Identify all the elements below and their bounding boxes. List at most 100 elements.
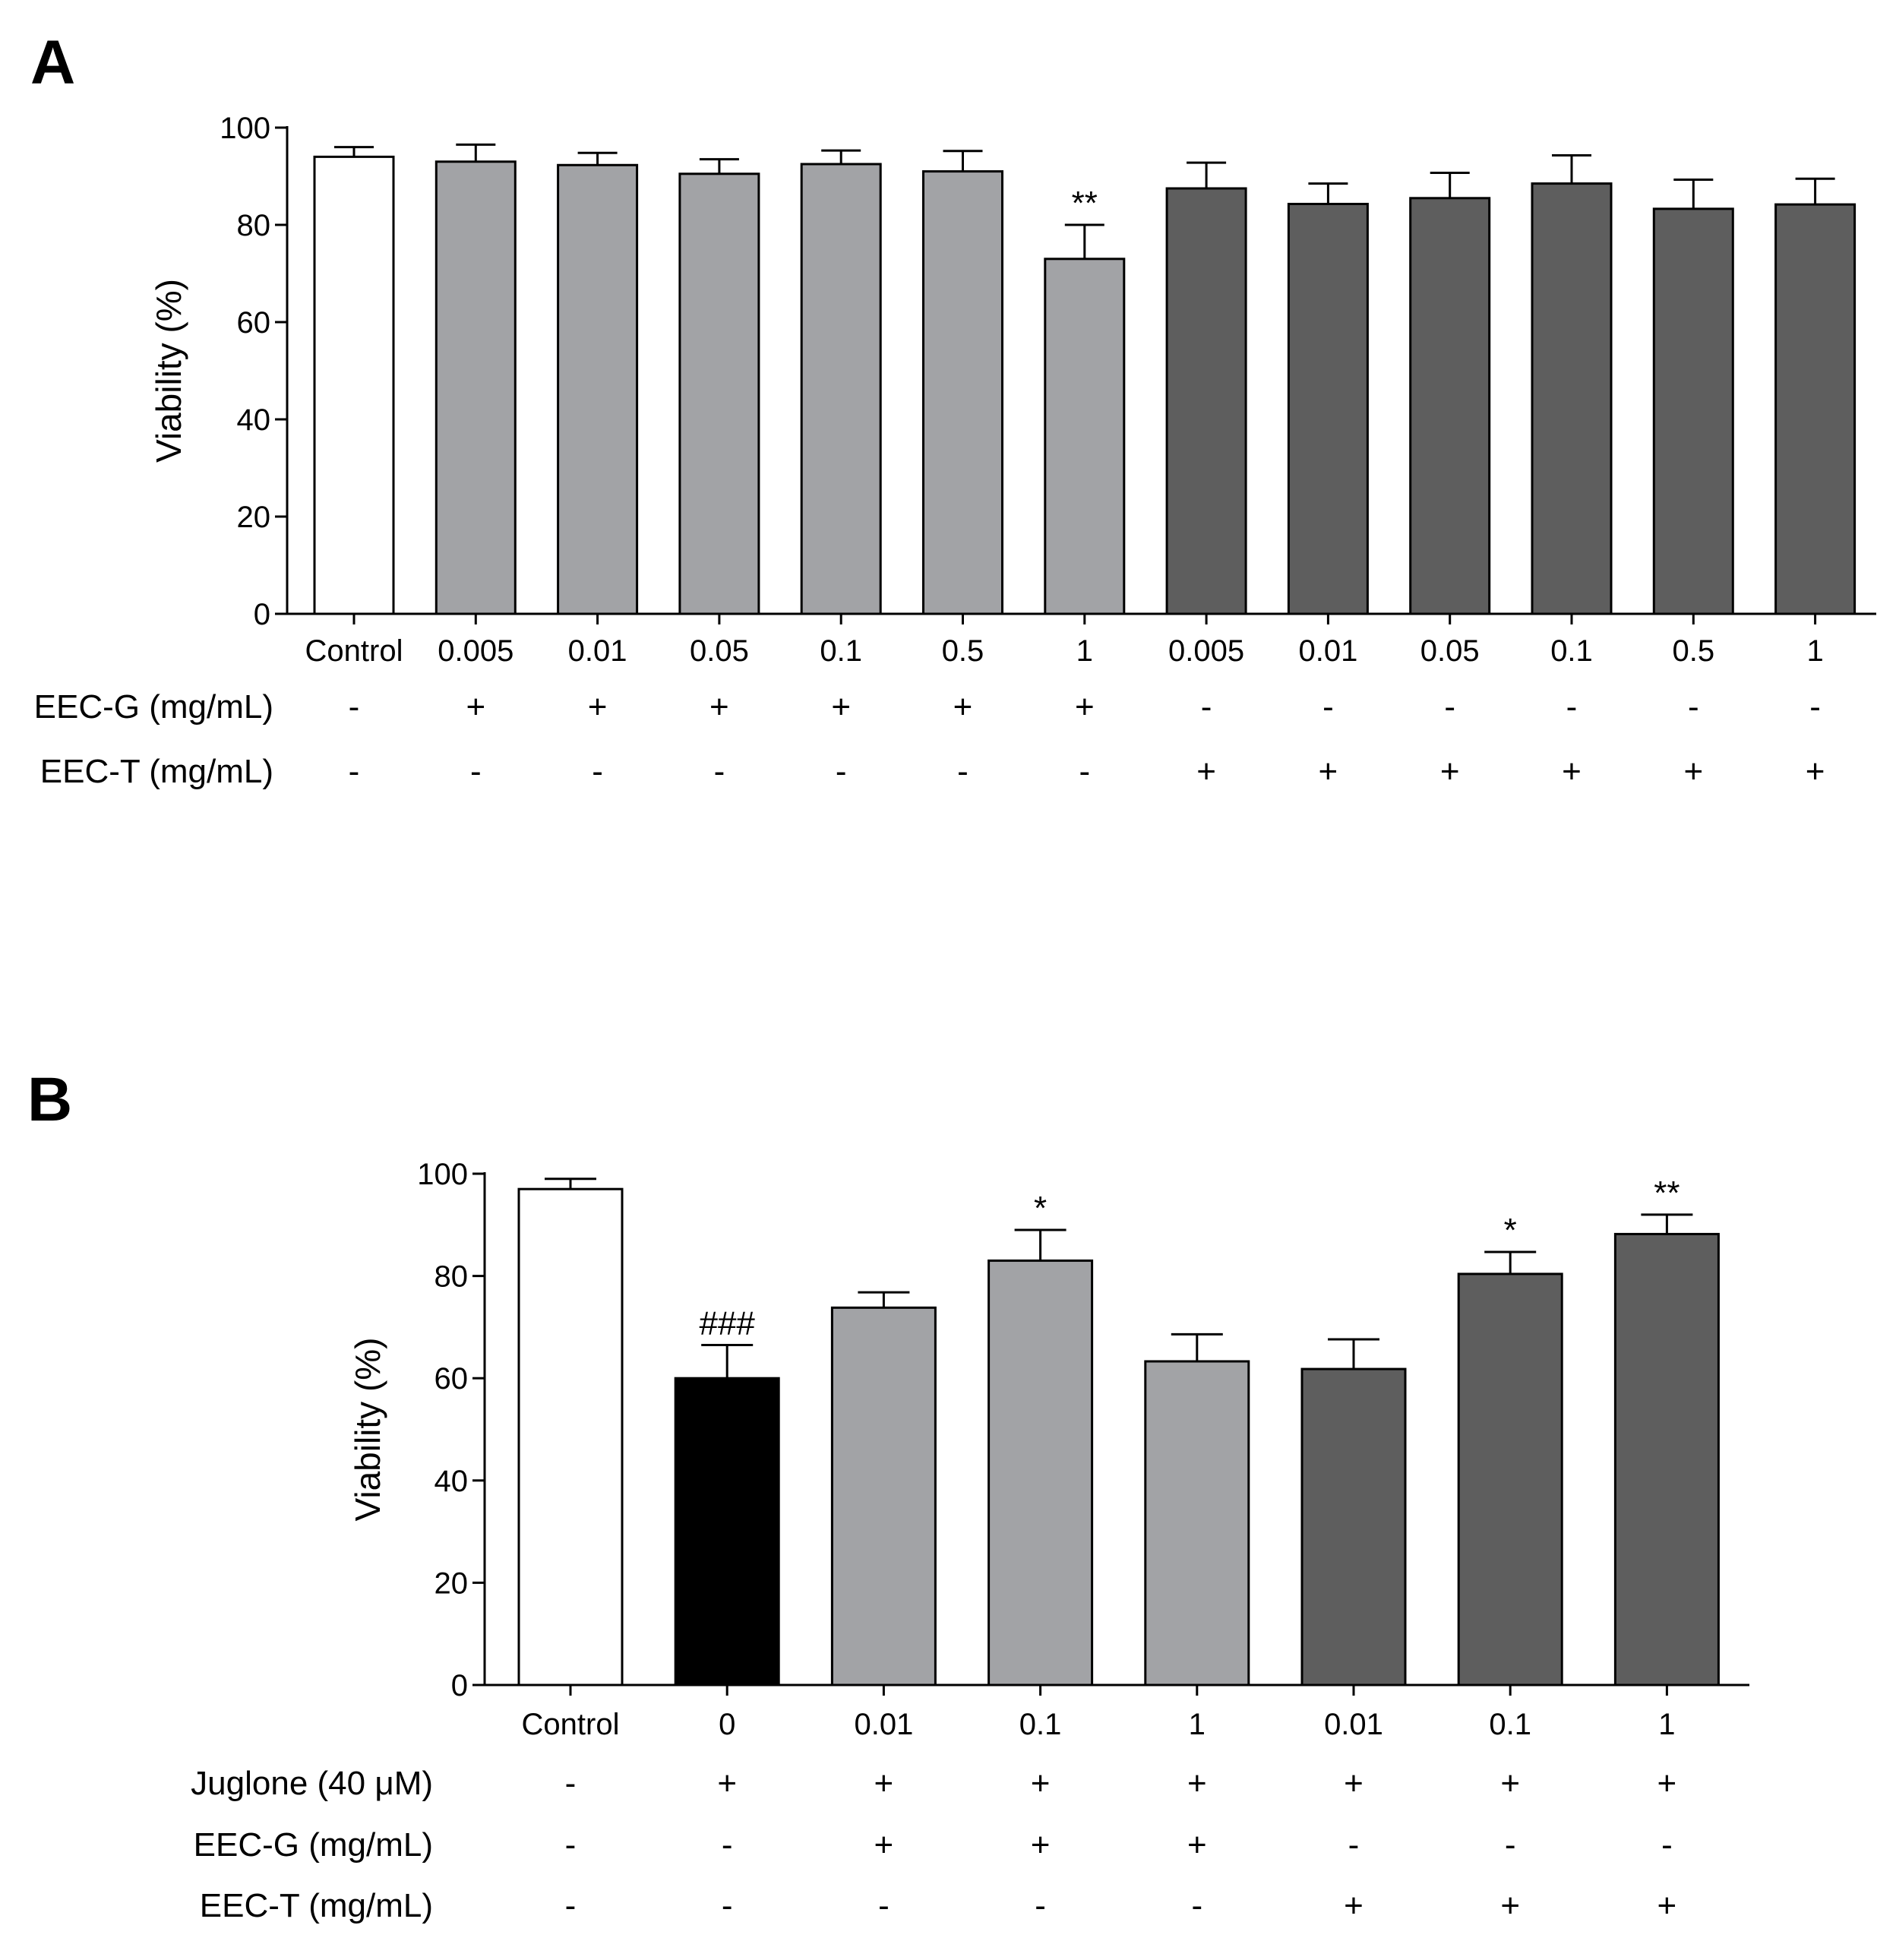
category-label: Control [522, 1708, 620, 1741]
bar [1287, 202, 1369, 615]
significance-label: * [1504, 1212, 1517, 1249]
condition-sign: + [874, 1765, 894, 1802]
condition-sign: - [1688, 688, 1699, 726]
condition-sign: + [717, 1765, 737, 1802]
category-label: 0.1 [820, 634, 862, 668]
bar [800, 163, 882, 615]
y-tick-label: 0 [451, 1669, 468, 1702]
category-label: 0.1 [1489, 1708, 1531, 1741]
condition-label: Juglone (40 μM) [191, 1765, 433, 1802]
bar [1409, 197, 1491, 615]
significance-label: * [1034, 1190, 1047, 1227]
panel-b-chart: 0 20 40 60 80 100 Viability (%) Control ### 0 0.01… [191, 1158, 1749, 1924]
y-axis-title: Viability (%) [149, 279, 188, 463]
bar [517, 1187, 624, 1687]
condition-sign: - [714, 753, 725, 790]
category-label: 1 [1076, 634, 1093, 668]
condition-sign: + [709, 688, 729, 726]
category-label: 0.1 [1019, 1708, 1062, 1741]
significance-label: ** [1072, 185, 1098, 222]
condition-sign: - [565, 1826, 577, 1864]
bar [557, 163, 639, 615]
condition-sign: - [1079, 753, 1090, 790]
condition-sign: + [1344, 1765, 1364, 1802]
significance-label: ### [699, 1304, 755, 1342]
panel-a-chart: 0 20 40 60 80 100 Viability (%) Control 0.005 0.0… [34, 112, 1876, 790]
condition-sign: + [1440, 753, 1460, 790]
condition-sign: + [1683, 753, 1703, 790]
bar [674, 1377, 780, 1687]
category-label: 0.5 [1672, 634, 1714, 668]
bar [1652, 207, 1734, 615]
condition-sign: - [1191, 1887, 1202, 1924]
y-tick-label: 0 [254, 598, 270, 631]
bar [1774, 203, 1856, 615]
y-tick-label: 80 [237, 209, 271, 242]
bar [678, 172, 760, 615]
bar [434, 160, 517, 615]
y-tick-label: 40 [237, 403, 271, 437]
condition-sign: + [1187, 1826, 1207, 1864]
category-label: 0.01 [1324, 1708, 1383, 1741]
category-label: 0.01 [854, 1708, 913, 1741]
significance-label: ** [1654, 1174, 1680, 1212]
condition-sign: + [1075, 688, 1095, 726]
condition-sign: + [1187, 1765, 1207, 1802]
category-label: 0.1 [1550, 634, 1593, 668]
bar [1165, 187, 1247, 615]
category-label: 0.01 [1298, 634, 1357, 668]
condition-sign: - [836, 753, 847, 790]
category-label: 0 [719, 1708, 735, 1741]
condition-sign: - [349, 753, 360, 790]
condition-sign: + [1562, 753, 1582, 790]
category-label: 0.05 [1420, 634, 1480, 668]
condition-sign: + [1344, 1887, 1364, 1924]
category-label: Control [305, 634, 403, 668]
bar [1144, 1360, 1250, 1687]
condition-sign: + [1500, 1887, 1520, 1924]
condition-sign: - [349, 688, 360, 726]
condition-sign: - [1809, 688, 1821, 726]
condition-sign: - [1322, 688, 1334, 726]
y-tick-label: 100 [417, 1158, 468, 1191]
condition-sign: + [953, 688, 973, 726]
bar [988, 1259, 1094, 1687]
condition-sign: - [722, 1826, 733, 1864]
y-tick-label: 20 [237, 501, 271, 534]
category-label: 0.5 [942, 634, 984, 668]
y-tick-label: 80 [434, 1260, 469, 1294]
condition-sign: + [1031, 1765, 1051, 1802]
bar [1300, 1367, 1407, 1687]
category-label: 1 [1658, 1708, 1675, 1741]
condition-sign: - [1444, 688, 1455, 726]
condition-sign: + [1806, 753, 1825, 790]
condition-sign: - [1348, 1826, 1360, 1864]
condition-sign: + [1500, 1765, 1520, 1802]
bar [1531, 182, 1613, 615]
y-tick-label: 60 [434, 1362, 469, 1396]
condition-sign: + [1196, 753, 1216, 790]
condition-sign: - [592, 753, 603, 790]
panel-b-label: B [27, 1065, 72, 1134]
condition-sign: - [565, 1887, 577, 1924]
condition-sign: - [1661, 1826, 1673, 1864]
category-label: 0.005 [438, 634, 514, 668]
condition-label: EEC-G (mg/mL) [194, 1826, 433, 1864]
category-label: 0.05 [690, 634, 749, 668]
y-tick-label: 40 [434, 1465, 469, 1498]
condition-sign: - [565, 1765, 577, 1802]
bar [922, 170, 1003, 615]
bar [1613, 1232, 1720, 1687]
condition-sign: - [1505, 1826, 1516, 1864]
condition-sign: + [1657, 1765, 1677, 1802]
condition-sign: - [878, 1887, 890, 1924]
y-axis-title: Viability (%) [348, 1338, 387, 1522]
category-label: 0.005 [1168, 634, 1244, 668]
condition-label: EEC-G (mg/mL) [34, 688, 273, 726]
category-label: 0.01 [568, 634, 627, 668]
condition-sign: - [1035, 1887, 1046, 1924]
condition-sign: + [874, 1826, 894, 1864]
condition-sign: + [466, 688, 485, 726]
bar [830, 1306, 937, 1687]
